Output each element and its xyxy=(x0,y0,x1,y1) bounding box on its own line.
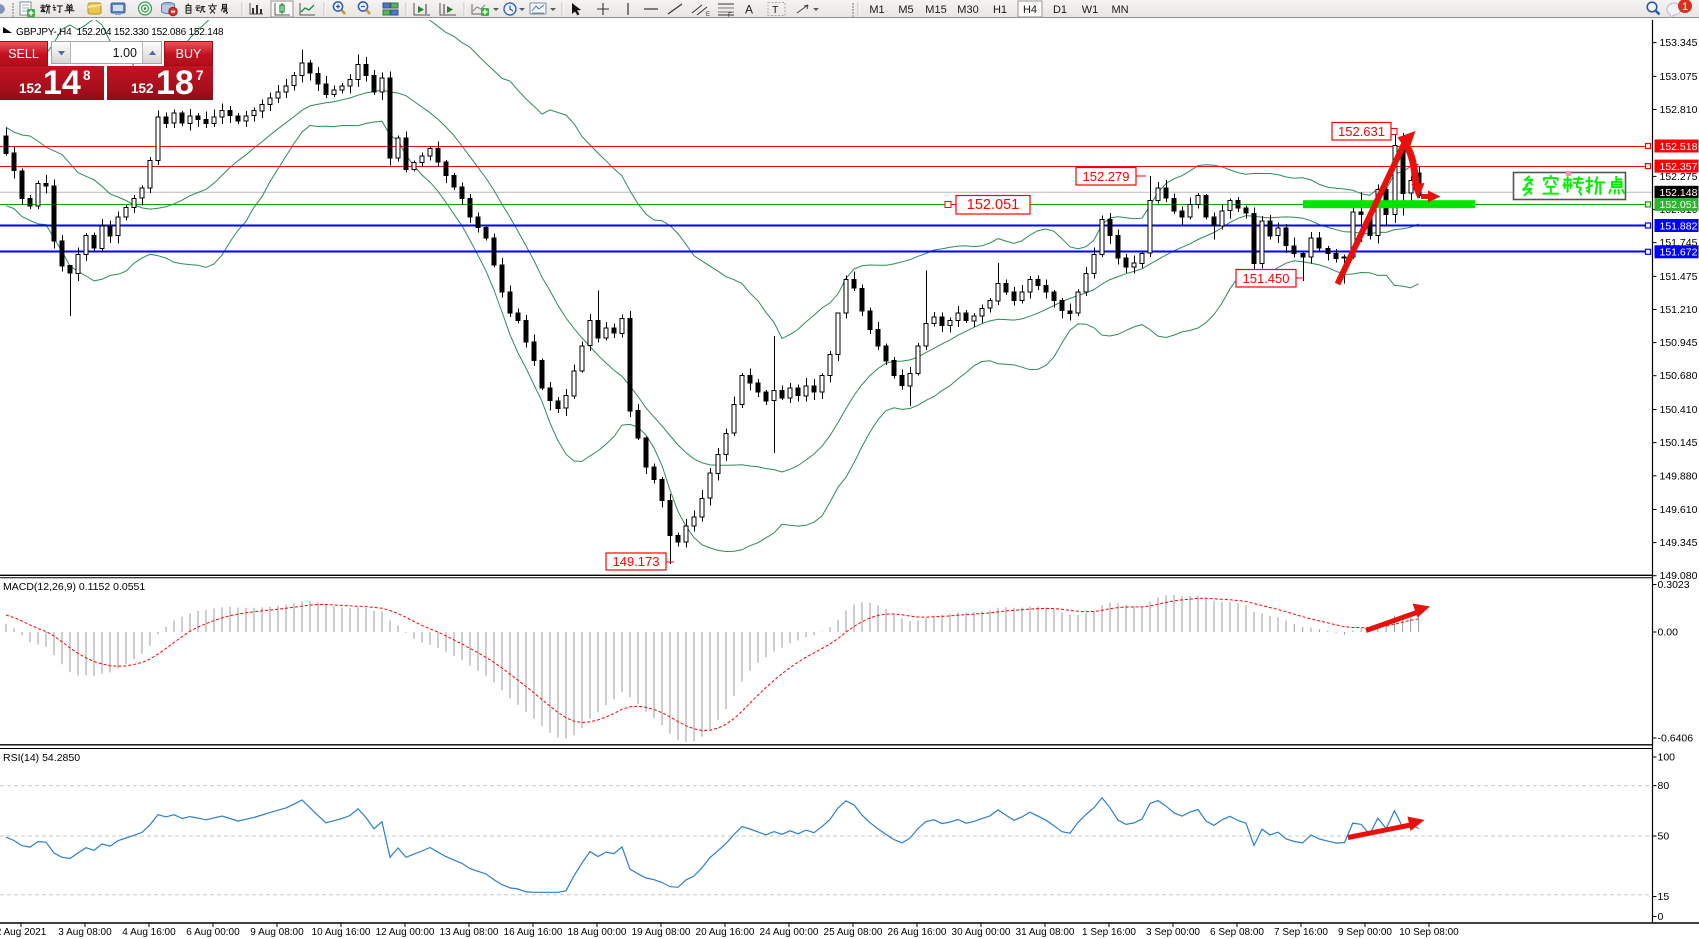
svg-text:A: A xyxy=(745,3,753,17)
svg-text:152.357: 152.357 xyxy=(1660,161,1698,173)
svg-text:1: 1 xyxy=(1682,1,1688,13)
svg-text:0.00: 0.00 xyxy=(1658,627,1679,639)
svg-text:MN: MN xyxy=(1111,4,1128,16)
svg-text:6 Sep 08:00: 6 Sep 08:00 xyxy=(1210,927,1264,938)
svg-text:18 Aug 00:00: 18 Aug 00:00 xyxy=(568,927,627,938)
svg-text:-0.6406: -0.6406 xyxy=(1658,733,1694,745)
svg-text:10 Aug 16:00: 10 Aug 16:00 xyxy=(312,927,371,938)
svg-text:W1: W1 xyxy=(1082,4,1099,16)
svg-text:151.672: 151.672 xyxy=(1660,247,1698,259)
svg-text:150.410: 150.410 xyxy=(1660,404,1698,416)
svg-text:19 Aug 08:00: 19 Aug 08:00 xyxy=(632,927,691,938)
svg-text:30 Aug 00:00: 30 Aug 00:00 xyxy=(952,927,1011,938)
svg-text:RSI(14) 54.2850: RSI(14) 54.2850 xyxy=(3,752,80,764)
svg-text:152.148: 152.148 xyxy=(1660,187,1698,199)
svg-text:0: 0 xyxy=(1658,911,1664,923)
svg-text:26 Aug 16:00: 26 Aug 16:00 xyxy=(888,927,947,938)
svg-text:H1: H1 xyxy=(993,4,1007,16)
svg-text:151.450: 151.450 xyxy=(1243,271,1290,286)
svg-text:152.275: 152.275 xyxy=(1660,171,1698,183)
svg-text:149.080: 149.080 xyxy=(1660,570,1698,582)
svg-text:F: F xyxy=(728,12,732,18)
svg-text:150.680: 150.680 xyxy=(1660,370,1698,382)
svg-text:50: 50 xyxy=(1658,831,1670,843)
svg-text:151.882: 151.882 xyxy=(1660,220,1698,232)
svg-text:149.345: 149.345 xyxy=(1660,537,1698,549)
svg-text:H4: H4 xyxy=(1023,4,1037,16)
svg-text:13 Aug 08:00: 13 Aug 08:00 xyxy=(440,927,499,938)
svg-text:152.518: 152.518 xyxy=(1660,141,1698,153)
svg-text:150.945: 150.945 xyxy=(1660,337,1698,349)
svg-text:151.475: 151.475 xyxy=(1660,271,1698,283)
svg-text:M30: M30 xyxy=(957,4,978,16)
svg-text:E: E xyxy=(706,12,710,18)
svg-text:7 Sep 16:00: 7 Sep 16:00 xyxy=(1274,927,1328,938)
svg-text:T: T xyxy=(772,4,779,16)
svg-text:16 Aug 16:00: 16 Aug 16:00 xyxy=(504,927,563,938)
svg-text:3 Sep 00:00: 3 Sep 00:00 xyxy=(1146,927,1200,938)
svg-text:153.345: 153.345 xyxy=(1660,37,1698,49)
svg-text:152.810: 152.810 xyxy=(1660,104,1698,116)
svg-text:149.880: 149.880 xyxy=(1660,470,1698,482)
svg-text:MACD(12,26,9) 0.1152 0.0551: MACD(12,26,9) 0.1152 0.0551 xyxy=(3,581,145,593)
svg-text:6 Aug 00:00: 6 Aug 00:00 xyxy=(186,927,240,938)
svg-text:149.610: 149.610 xyxy=(1660,504,1698,516)
svg-text:0.3023: 0.3023 xyxy=(1658,579,1690,591)
svg-text:9 Sep 00:00: 9 Sep 00:00 xyxy=(1338,927,1392,938)
svg-text:M1: M1 xyxy=(869,4,884,16)
svg-text:3 Aug 08:00: 3 Aug 08:00 xyxy=(58,927,112,938)
svg-text:9 Aug 08:00: 9 Aug 08:00 xyxy=(250,927,304,938)
svg-text:149.173: 149.173 xyxy=(613,554,660,569)
svg-text:152.051: 152.051 xyxy=(1660,199,1698,211)
svg-text:151.210: 151.210 xyxy=(1660,304,1698,316)
svg-text:100: 100 xyxy=(1658,752,1676,764)
svg-text:153.075: 153.075 xyxy=(1660,71,1698,83)
svg-text:31 Aug 08:00: 31 Aug 08:00 xyxy=(1016,927,1075,938)
svg-text:4 Aug 16:00: 4 Aug 16:00 xyxy=(122,927,176,938)
svg-text:M15: M15 xyxy=(925,4,946,16)
svg-text:80: 80 xyxy=(1658,780,1670,792)
svg-text:2 Aug 2021: 2 Aug 2021 xyxy=(0,927,47,938)
svg-text:150.145: 150.145 xyxy=(1660,437,1698,449)
svg-text:15: 15 xyxy=(1658,891,1670,903)
svg-text:1 Sep 16:00: 1 Sep 16:00 xyxy=(1082,927,1136,938)
svg-text:152.279: 152.279 xyxy=(1083,169,1130,184)
svg-text:20 Aug 16:00: 20 Aug 16:00 xyxy=(696,927,755,938)
svg-text:GBPJPY-,H4 152.204 152.330 15: GBPJPY-,H4 152.204 152.330 152.086 152.1… xyxy=(16,27,224,38)
svg-text:D1: D1 xyxy=(1053,4,1067,16)
svg-text:152.631: 152.631 xyxy=(1338,124,1385,139)
svg-text:152.051: 152.051 xyxy=(967,197,1019,213)
svg-text:M5: M5 xyxy=(898,4,913,16)
svg-text:25 Aug 08:00: 25 Aug 08:00 xyxy=(824,927,883,938)
svg-text:24 Aug 00:00: 24 Aug 00:00 xyxy=(760,927,819,938)
svg-text:10 Sep 08:00: 10 Sep 08:00 xyxy=(1399,927,1459,938)
svg-text:12 Aug 00:00: 12 Aug 00:00 xyxy=(376,927,435,938)
